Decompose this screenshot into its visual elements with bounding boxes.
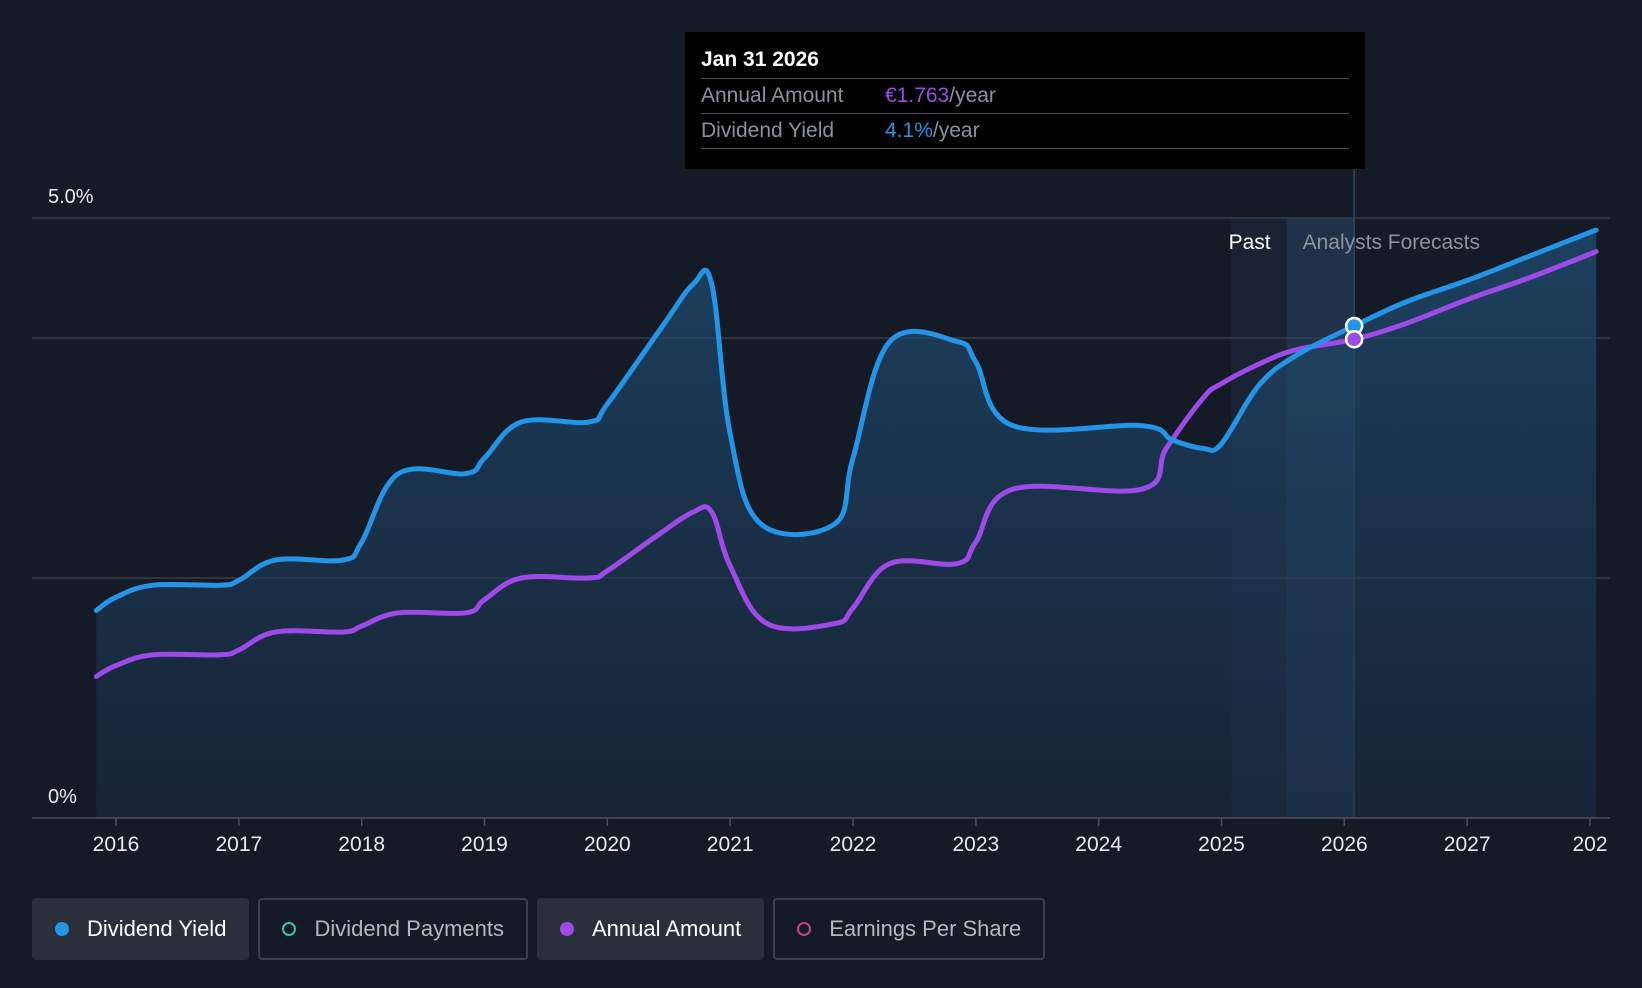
x-tick-label: 2017 [215,833,262,856]
legend-dividend-yield-label: Dividend Yield [87,916,227,941]
x-axis: 2016 2017 2018 2019 2020 2021 2022 2023 2024 2025… [32,817,1610,856]
x-tick-label: 2021 [707,833,754,856]
x-tick-label: 2024 [1075,833,1122,856]
dividend-yield-dot-icon [55,922,69,936]
tooltip-dividend-yield-unit: /year [932,119,980,142]
legend-dividend-payments-label: Dividend Payments [314,916,504,941]
x-tick-label: 2023 [952,833,999,856]
legend-earnings-per-share-label: Earnings Per Share [829,916,1022,941]
dividend-payments-circle-icon [282,922,297,936]
series-lines [93,227,1599,679]
annual-amount-line [93,249,1599,679]
legend-annual-amount-toggle[interactable]: Annual Amount [536,898,765,960]
legend-dividend-payments-toggle[interactable]: Dividend Payments [258,898,528,960]
legend: Dividend Yield Dividend Payments Annual … [32,898,1054,960]
tooltip-dividend-yield-row: Dividend Yield 4.1% /year [701,113,1349,149]
analysts-forecasts-label: Analysts Forecasts [1303,231,1480,254]
y-tick-label: 5.0% [48,186,94,208]
tooltip-dividend-yield-value: 4.1% [885,119,933,142]
chart-labels: 5.0% 0% Past Analysts Forecasts [48,186,1480,808]
tooltip-annual-amount-row: Annual Amount €1.763 /year [701,78,1349,113]
x-tick-label: 2022 [830,833,877,856]
dividend-yield-area [96,230,1597,818]
tooltip-annual-amount-value: €1.763 [885,84,950,107]
x-tick-label: 2027 [1444,833,1491,856]
legend-dividend-yield-toggle[interactable]: Dividend Yield [32,898,250,960]
x-tick-label: 2020 [584,833,631,856]
x-tick-label: 2018 [338,833,385,856]
earnings-per-share-circle-icon [797,922,812,936]
past-label: Past [1229,231,1271,254]
hover-markers [1344,316,1364,349]
tooltip-annual-amount-label: Annual Amount [701,84,844,107]
x-tick-label: 2019 [461,833,508,856]
yield-area [96,230,1597,818]
tooltip-date: Jan 31 2026 [701,48,819,71]
annual-amount-dot-icon [559,922,574,936]
x-tick-label: 2026 [1321,833,1368,856]
tooltip-annual-amount-unit: /year [949,84,996,107]
x-tick-label: 202 [1572,833,1607,856]
legend-earnings-per-share-toggle[interactable]: Earnings Per Share [773,898,1046,960]
y-tick-label: 0% [48,786,77,808]
tooltip-dividend-yield-label: Dividend Yield [701,119,835,142]
legend-annual-amount-label: Annual Amount [591,916,742,941]
x-tick-label: 2025 [1198,833,1245,856]
hover-tooltip: Jan 31 2026 Annual Amount €1.763 /year D… [685,32,1365,169]
annual-amount-hover-marker [1344,329,1364,349]
dividend-yield-line [93,227,1599,613]
x-tick-label: 2016 [93,833,140,856]
